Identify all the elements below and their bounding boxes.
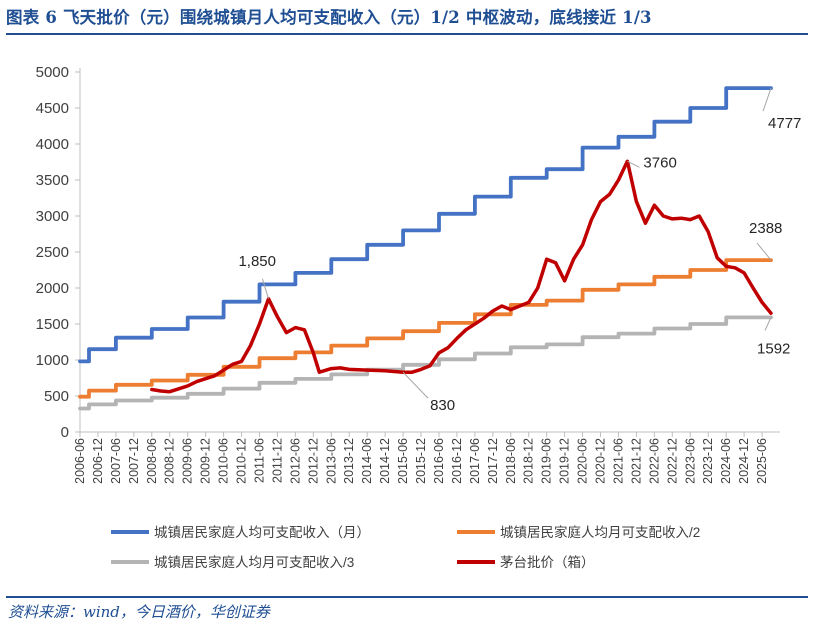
x-tick-label: 2010-06	[217, 438, 231, 484]
annotation-layer: 4777 2388 1592 1,850 3760 830	[238, 87, 801, 414]
x-tick-label: 2020-06	[576, 438, 590, 484]
y-tick-label: 3000	[36, 208, 69, 225]
y-tick-label: 3500	[36, 172, 69, 189]
x-tick-label: 2025-06	[755, 438, 769, 484]
series-line-3	[78, 315, 773, 411]
y-tick-label: 2500	[36, 244, 69, 261]
x-tick-label: 2009-12	[199, 438, 213, 484]
legend-label: 城镇居民家庭人均月可支配收入/3	[154, 554, 354, 570]
data-label: 1,850	[238, 253, 276, 270]
y-tick-label: 1500	[36, 316, 69, 333]
x-tick-label: 2011-06	[252, 438, 266, 483]
x-tick-label: 2013-06	[324, 438, 338, 484]
legend-label: 城镇居民家庭人均月可支配收入/2	[500, 524, 700, 540]
y-tick-label: 1000	[36, 352, 69, 369]
annotation-leader	[762, 87, 772, 112]
x-tick-label: 2021-12	[629, 438, 643, 484]
title-rule	[6, 33, 808, 35]
data-label: 1592	[757, 340, 790, 357]
data-label: 3760	[643, 154, 676, 171]
legend: 城镇居民家庭人均可支配收入（月） 城镇居民家庭人均月可支配收入/2 城镇居民家庭人均…	[111, 524, 700, 570]
y-tick-label: 5000	[36, 64, 69, 81]
x-tick-label: 2017-06	[468, 438, 482, 484]
x-tick-label: 2020-12	[594, 438, 608, 484]
data-label: 2388	[749, 220, 782, 237]
series-line-2	[78, 258, 773, 399]
x-tick-label: 2013-12	[342, 438, 356, 484]
x-tick-label: 2008-06	[145, 438, 159, 484]
x-tick-label: 2010-12	[235, 438, 249, 484]
x-tick-label: 2006-06	[73, 438, 87, 484]
annotation-leader	[402, 371, 429, 399]
figure-title: 图表 6 飞天批价（元）围绕城镇月人均可支配收入（元）1/2 中枢波动，底线接近…	[6, 8, 652, 27]
x-tick-label: 2015-06	[396, 438, 410, 484]
x-tick-label: 2014-06	[360, 438, 374, 484]
x-tick-label: 2023-12	[701, 438, 715, 484]
x-tick-label: 2009-06	[181, 438, 195, 484]
x-tick-label: 2011-12	[270, 438, 284, 483]
x-tick-label: 2012-12	[306, 438, 320, 484]
x-tick-label: 2012-06	[288, 438, 302, 484]
chart-axes: 0 500 1000 1500 2000 2500 3000 3500 4000 4500 5000…	[36, 64, 780, 484]
annotation-leader	[261, 278, 269, 299]
series-line-1	[78, 86, 773, 364]
x-tick-label: 2016-12	[450, 438, 464, 484]
legend-label: 茅台批价（箱）	[500, 555, 595, 570]
annotation-leader	[764, 317, 772, 331]
y-tick-label: 2000	[36, 280, 69, 297]
x-tick-label: 2017-12	[486, 438, 500, 484]
y-tick-label: 4000	[36, 136, 69, 153]
x-tick-label: 2014-12	[378, 438, 392, 484]
data-label: 4777	[768, 115, 801, 132]
y-tick-label: 0	[61, 424, 69, 441]
x-tick-label: 2019-12	[558, 438, 572, 484]
source-rule	[6, 596, 808, 598]
x-tick-label: 2021-06	[611, 438, 625, 484]
annotation-leader	[627, 160, 640, 168]
x-tick-label: 2023-06	[683, 438, 697, 484]
x-tick-label: 2022-12	[665, 438, 679, 484]
legend-label: 城镇居民家庭人均可支配收入（月）	[154, 524, 370, 540]
x-tick-label: 2007-12	[127, 438, 141, 484]
x-tick-label: 2016-06	[432, 438, 446, 484]
x-tick-label: 2024-06	[719, 438, 733, 484]
x-tick-label: 2006-12	[91, 438, 105, 484]
series-line-4	[150, 159, 773, 394]
y-tick-label: 4500	[36, 100, 69, 117]
data-label: 830	[430, 397, 455, 414]
x-tick-label: 2007-06	[109, 438, 123, 484]
x-tick-label: 2008-12	[163, 438, 177, 484]
x-tick-label: 2018-12	[522, 438, 536, 484]
x-tick-label: 2015-12	[414, 438, 428, 484]
annotation-leader	[756, 242, 772, 261]
source-note: 资料来源：wind，今日酒价，华创证券	[8, 603, 270, 621]
y-tick-label: 500	[44, 388, 69, 405]
line-chart: 0 500 1000 1500 2000 2500 3000 3500 4000 4500 5000…	[36, 64, 802, 570]
x-tick-label: 2018-06	[504, 438, 518, 484]
series-layer	[78, 86, 773, 411]
x-tick-label: 2019-06	[540, 438, 554, 484]
x-tick-label: 2022-06	[647, 438, 661, 484]
x-tick-label: 2024-12	[737, 438, 751, 484]
